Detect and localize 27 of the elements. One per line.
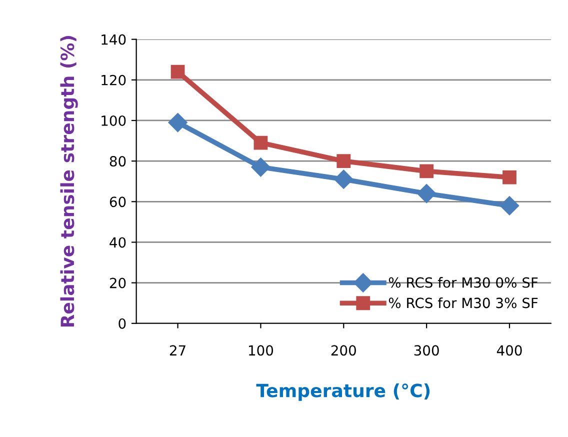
x-tick-label: 300 xyxy=(414,345,439,356)
y-tick-label: 60 xyxy=(110,196,126,208)
y-tick-label: 100 xyxy=(102,115,126,126)
legend-label: % RCS for M30 3% SF xyxy=(388,297,538,308)
x-tick-label: 200 xyxy=(331,345,356,356)
x-tick-label: 400 xyxy=(496,345,522,356)
point xyxy=(417,184,436,204)
y-tick-label: 140 xyxy=(102,34,126,45)
point xyxy=(251,158,270,177)
y-tick-label: 0 xyxy=(118,318,126,329)
y-tick-label: 80 xyxy=(110,156,126,167)
y-tick-label: 120 xyxy=(102,74,126,86)
y-tick-label: 20 xyxy=(110,278,126,288)
point xyxy=(500,196,520,216)
y-axis-title: Relative tensile strength (%) xyxy=(60,36,78,327)
point xyxy=(502,170,516,184)
point xyxy=(168,112,188,132)
point xyxy=(336,154,351,168)
point xyxy=(170,64,185,79)
x-axis-title: Temperature (°C) xyxy=(256,383,430,401)
x-tick-label: 27 xyxy=(170,345,186,356)
point xyxy=(254,136,268,150)
x-tick-label: 100 xyxy=(248,345,274,356)
point xyxy=(420,164,434,178)
point xyxy=(334,170,354,189)
legend-label: % RCS for M30 0% SF xyxy=(388,277,538,288)
y-tick-label: 40 xyxy=(110,237,126,248)
